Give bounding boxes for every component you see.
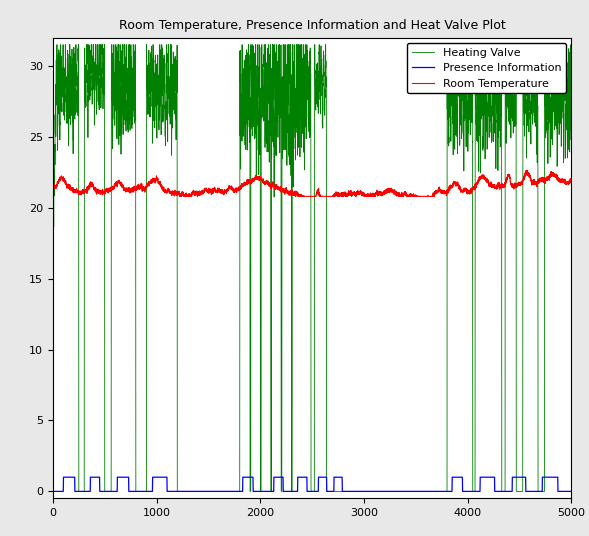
Heating Valve	[387, 488, 394, 495]
Presence Information	[436, 488, 444, 495]
Heating Valve	[144, 80, 151, 87]
Line: Heating Valve: Heating Valve	[53, 44, 571, 492]
Legend: Heating Valve, Presence Information, Room Temperature: Heating Valve, Presence Information, Roo…	[407, 43, 566, 93]
Room Temperature	[360, 191, 368, 197]
Room Temperature	[523, 167, 530, 174]
Presence Information	[247, 474, 254, 480]
Line: Presence Information: Presence Information	[53, 477, 571, 492]
Room Temperature	[247, 178, 254, 185]
Heating Valve	[54, 41, 61, 48]
Heating Valve	[476, 98, 483, 104]
Presence Information	[60, 474, 67, 480]
Heating Valve	[248, 75, 255, 81]
Room Temperature	[49, 185, 57, 191]
Title: Room Temperature, Presence Information and Heat Valve Plot: Room Temperature, Presence Information a…	[119, 19, 505, 32]
Room Temperature	[476, 174, 483, 180]
Presence Information	[386, 488, 393, 495]
Heating Valve	[436, 488, 444, 495]
Presence Information	[360, 488, 368, 495]
Line: Room Temperature: Room Temperature	[53, 170, 571, 196]
Heating Valve	[568, 59, 575, 66]
Presence Information	[476, 488, 483, 495]
Heating Valve	[49, 209, 57, 215]
Room Temperature	[568, 177, 575, 184]
Heating Valve	[75, 488, 82, 495]
Presence Information	[49, 488, 57, 495]
Heating Valve	[360, 488, 368, 495]
Presence Information	[144, 488, 151, 495]
Room Temperature	[436, 188, 444, 194]
Room Temperature	[176, 193, 183, 199]
Room Temperature	[144, 184, 151, 190]
Room Temperature	[386, 187, 393, 193]
Presence Information	[568, 488, 575, 495]
